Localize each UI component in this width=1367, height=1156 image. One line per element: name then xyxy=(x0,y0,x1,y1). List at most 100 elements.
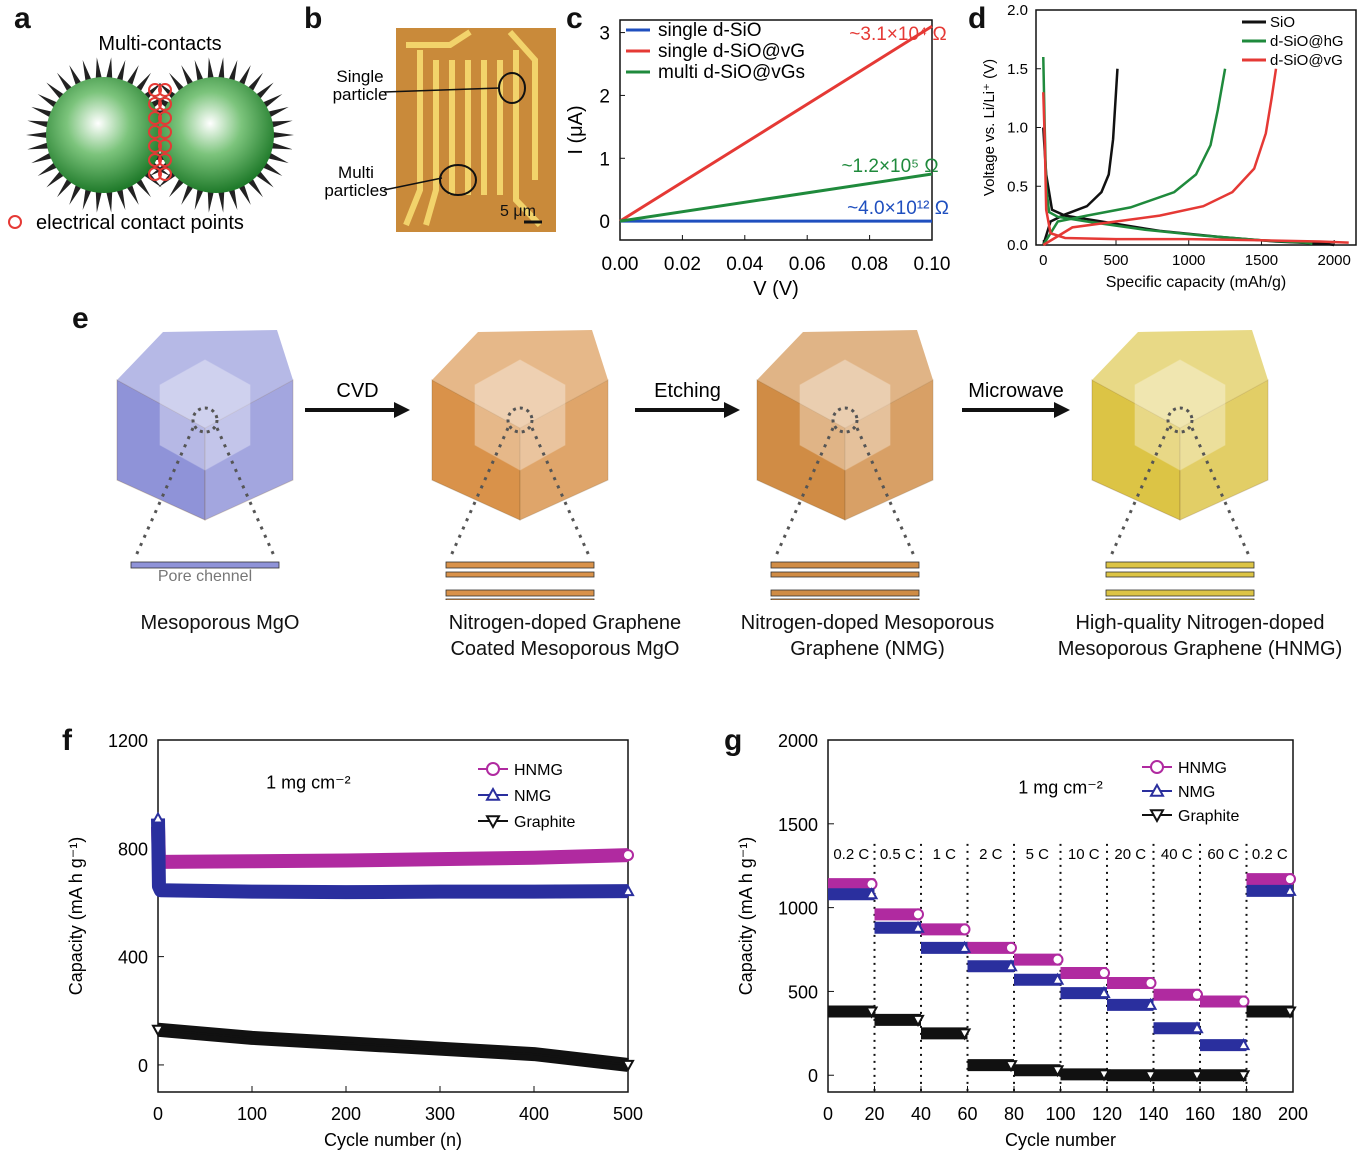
data-point xyxy=(912,908,924,921)
x-tick-label: 200 xyxy=(1278,1104,1308,1124)
panel-b-micrograph: Single particle Multi particles 5 μm xyxy=(324,28,556,232)
y-tick-label: 1200 xyxy=(108,731,148,751)
x-tick-label: 180 xyxy=(1231,1104,1261,1124)
series-line xyxy=(619,172,933,223)
data-point xyxy=(957,1028,972,1041)
legend-label: d-SiO@hG xyxy=(1270,33,1344,50)
y-tick-label: 1.5 xyxy=(1007,61,1028,78)
x-tick-label: 0.00 xyxy=(602,254,639,275)
x-tick-label: 100 xyxy=(1045,1104,1075,1124)
y-axis-label: I (μA) xyxy=(565,105,587,154)
multi-contacts-title: Multi-contacts xyxy=(98,33,221,55)
data-point xyxy=(621,884,635,897)
scale-bar-label: 5 μm xyxy=(500,203,536,220)
panel-label-e: e xyxy=(72,302,89,335)
data-point xyxy=(485,815,501,830)
data-point xyxy=(1283,1006,1297,1019)
data-point xyxy=(957,940,972,953)
data-point xyxy=(1098,966,1110,979)
data-point xyxy=(1284,873,1296,886)
contact-point xyxy=(148,83,162,97)
data-point xyxy=(1005,941,1017,954)
rate-label: 2 C xyxy=(979,846,1003,863)
data-point xyxy=(1097,986,1111,999)
contact-point xyxy=(158,139,172,153)
panel-label-c: c xyxy=(566,2,583,35)
data-point xyxy=(1237,995,1250,1008)
process-diagram: Pore chennel CVD Etching Microwave xyxy=(116,330,1269,600)
contact-point xyxy=(158,167,172,181)
rate-label: 40 C xyxy=(1161,846,1193,863)
resistance-annotation: ~3.1×10⁴ Ω xyxy=(849,24,946,45)
data-point xyxy=(622,849,634,862)
x-tick-label: 0.04 xyxy=(726,254,763,275)
x-tick-label: 0.10 xyxy=(914,254,951,275)
data-point xyxy=(485,786,501,801)
contact-point xyxy=(158,125,172,139)
electrode-stripes xyxy=(403,29,543,228)
y-tick-label: 0.0 xyxy=(1007,237,1028,254)
plot-frame xyxy=(619,19,933,241)
x-tick-label: 0 xyxy=(153,1104,163,1124)
x-tick-label: 1500 xyxy=(1245,252,1278,269)
x-tick-label: 2000 xyxy=(1317,252,1350,269)
process-arrowhead xyxy=(1054,402,1070,418)
data-point xyxy=(864,1006,879,1019)
data-point xyxy=(1236,1038,1251,1051)
process-arrow-label: CVD xyxy=(336,380,378,402)
contact-points xyxy=(148,83,172,181)
loading-annotation: 1 mg cm⁻² xyxy=(1018,778,1103,798)
x-tick-label: 300 xyxy=(425,1104,455,1124)
data-point xyxy=(1143,997,1158,1010)
legend-label: SiO xyxy=(1270,14,1295,31)
legend-label: NMG xyxy=(514,788,551,805)
pore-channel-label: Pore chennel xyxy=(158,568,252,585)
contact-point xyxy=(148,97,162,111)
legend-label: HNMG xyxy=(1178,760,1227,777)
series-charge-curve xyxy=(1042,68,1227,246)
y-tick-label: 500 xyxy=(788,982,818,1002)
y-axis-label: Capacity (mA h g⁻¹) xyxy=(736,837,756,996)
x-tick-label: 80 xyxy=(1004,1104,1024,1124)
rate-label: 0.5 C xyxy=(880,846,916,863)
data-point xyxy=(911,920,925,933)
x-axis-label: Specific capacity (mAh/g) xyxy=(1106,274,1287,291)
x-tick-label: 0 xyxy=(1039,252,1047,269)
multi-particle-circle xyxy=(439,164,477,196)
step-2-caption-line1: Nitrogen-doped Graphene xyxy=(448,612,682,634)
step-4-caption-line2: Mesoporous Graphene (HNMG) xyxy=(1057,638,1343,660)
chart-c-iv-curves: 0.00 0.02 0.04 0.06 0.08 0.10 0 1 2 3 V (V) I (μA) s… xyxy=(565,19,951,300)
process-arrow-label: Etching xyxy=(654,380,721,402)
y-tick-label: 2000 xyxy=(778,731,818,751)
contact-point xyxy=(148,111,162,125)
y-tick-label: 2 xyxy=(599,86,610,107)
y-tick-label: 1.0 xyxy=(1007,120,1028,137)
panel-label-d: d xyxy=(968,2,987,35)
single-particle-label-2: particle xyxy=(333,85,388,104)
contact-point xyxy=(158,111,172,125)
cube-2 xyxy=(431,330,609,600)
data-point xyxy=(1149,809,1165,824)
loading-annotation: 1 mg cm⁻² xyxy=(266,773,351,793)
x-tick-label: 100 xyxy=(237,1104,267,1124)
data-point xyxy=(151,1024,165,1037)
rate-label: 0.2 C xyxy=(1252,846,1288,863)
contact-point xyxy=(148,153,162,167)
step-3-caption-line1: Nitrogen-doped Mesoporous xyxy=(740,612,995,634)
data-point xyxy=(911,1014,925,1027)
cube-4 xyxy=(1091,330,1269,600)
data-point xyxy=(1190,1021,1204,1034)
process-arrowhead xyxy=(394,402,410,418)
process-arrow-label: Microwave xyxy=(968,380,1064,402)
data-point xyxy=(958,923,971,936)
step-1-caption: Mesoporous MgO xyxy=(140,612,300,634)
single-particle-label-1: Single xyxy=(336,67,383,86)
y-tick-label: 2.0 xyxy=(1007,2,1028,19)
x-axis-label: Cycle number xyxy=(1005,1130,1116,1150)
data-point xyxy=(1004,1060,1018,1073)
panel-label-g: g xyxy=(724,724,743,757)
data-point xyxy=(1236,1070,1251,1083)
contact-legend-marker xyxy=(8,215,22,229)
contact-point xyxy=(158,83,172,97)
sphere-left xyxy=(46,77,162,193)
